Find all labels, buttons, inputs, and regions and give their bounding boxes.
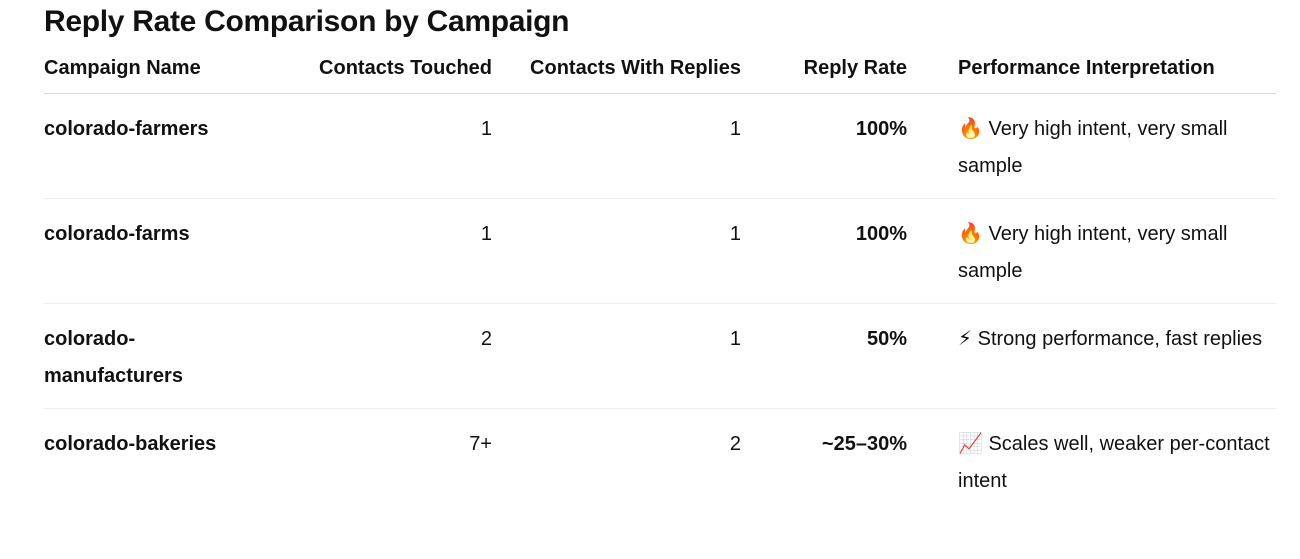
table-cell: 7+ — [469, 433, 492, 455]
table-cell: 🔥 Very high intent, very small sample — [923, 198, 1276, 304]
table-cell: ~25–30% — [821, 433, 907, 455]
column-header: Reply Rate — [757, 56, 923, 94]
table-row: colorado-farms 1 1 100% 🔥 Very high intent, … — [44, 198, 1276, 304]
table-cell: colorado-manufacturers — [44, 303, 262, 409]
table-cell: 100% — [757, 198, 923, 304]
table-cell: 2 — [729, 433, 741, 455]
column-header: Contacts With Replies — [508, 56, 757, 94]
table-cell: 1 — [262, 93, 508, 199]
table-header: Campaign Name Contacts Touched Contacts Wi… — [44, 56, 1276, 94]
table-cell: colorado-farms — [44, 198, 262, 304]
title: Reply Rate Comparison by Campaign — [44, 5, 570, 38]
column-header: Campaign Name — [44, 56, 262, 94]
table-row: colorado-manufacturers 2 1 50% ⚡ Strong perf… — [44, 303, 1276, 409]
table-cell: 1 — [508, 198, 757, 304]
table-cell: 1 — [508, 93, 757, 199]
table-row: colorado-bakeries 7+ 2 ~25–30% 📈 Scales well… — [44, 409, 1276, 514]
table-body: colorado-farmers 1 1 100% 🔥 Very high intent… — [44, 93, 1276, 514]
table-cell: 1 — [262, 198, 508, 304]
column-header: Performance Interpretation — [923, 56, 1276, 94]
table-cell: 📈 Scales well, weaker per-contact intent — [958, 433, 1270, 492]
table-cell: ⚡ Strong performance, fast replies — [923, 303, 1276, 409]
table-cell: colorado-bakeries — [44, 433, 217, 455]
table-cell: 1 — [508, 303, 757, 409]
table-cell: 2 — [262, 303, 508, 409]
table-row: colorado-farmers 1 1 100% 🔥 Very high intent… — [44, 93, 1276, 199]
table-cell: 100% — [757, 93, 923, 199]
table: Campaign Name Contacts Touched Contacts Wi… — [44, 56, 1276, 513]
table-cell: colorado-farmers — [44, 93, 262, 199]
column-header: Contacts Touched — [262, 56, 508, 94]
header-row: Campaign Name Contacts Touched Contacts Wi… — [44, 56, 1276, 94]
table-cell: 🔥 Very high intent, very small sample — [923, 93, 1276, 199]
table-cell: 50% — [757, 303, 923, 409]
